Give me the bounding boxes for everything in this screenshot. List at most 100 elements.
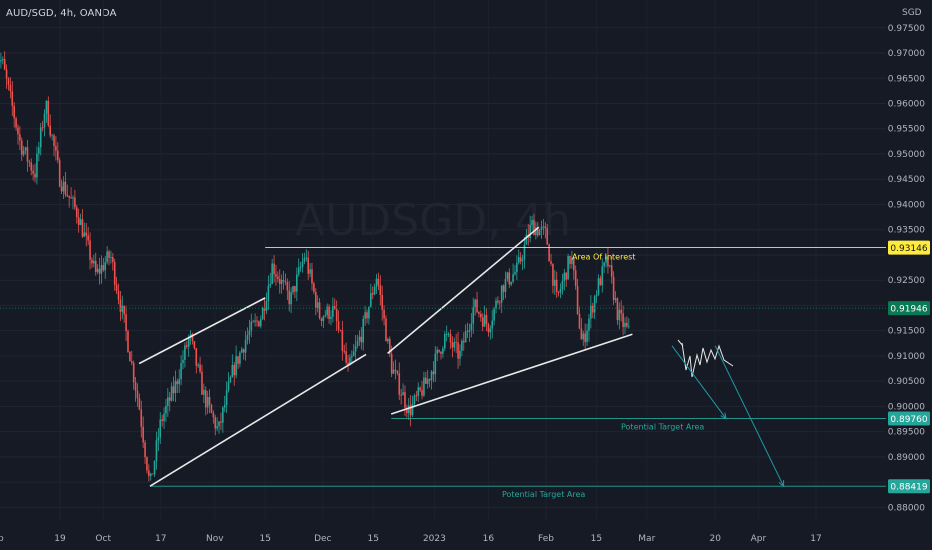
candle-body [178, 379, 181, 385]
candle-body [252, 321, 254, 323]
candle-body [392, 369, 395, 374]
candle-body [521, 259, 524, 262]
candle-body [64, 181, 67, 195]
candle-body [267, 285, 270, 302]
candle-body [85, 232, 88, 236]
candlesticks [0, 51, 630, 482]
candle-body [280, 279, 283, 284]
candle-body [163, 413, 165, 422]
candle-body [349, 357, 351, 366]
candle-body [396, 370, 399, 374]
candle-body [466, 331, 469, 332]
price-axis[interactable]: 0.97500 0.97000 0.96500 0.96000 0.95500 0.950… [888, 24, 930, 514]
candle-body [453, 342, 456, 348]
candle-body [3, 59, 6, 70]
candle-body [297, 267, 300, 275]
candle-body [593, 296, 596, 313]
candle-body [335, 308, 338, 322]
candle-body [364, 312, 366, 319]
candle-body [352, 351, 355, 357]
candle-body [563, 272, 566, 282]
candle-body [146, 457, 148, 471]
price-badge [888, 411, 930, 426]
candle-body [612, 276, 615, 301]
time-tick-label: 16 [483, 534, 495, 544]
candle-body [93, 260, 95, 264]
candle-body [360, 336, 363, 343]
candle-body [561, 281, 564, 290]
candle-body [432, 371, 435, 375]
candle-body [170, 386, 173, 401]
candle-body [481, 317, 484, 327]
candle-body [282, 279, 285, 282]
candle-body [605, 256, 607, 263]
candle-body [212, 412, 215, 418]
candle-body [210, 404, 213, 413]
candle-body [144, 442, 146, 458]
candle-body [32, 170, 34, 174]
time-tick-label: 15 [591, 534, 602, 544]
price-tick-label: 0.90000 [888, 402, 925, 412]
candle-body [250, 321, 253, 331]
candle-body [326, 306, 328, 316]
candle-body [487, 324, 490, 333]
candle-body [74, 197, 76, 208]
candle-body [462, 340, 465, 343]
candle-body [516, 262, 518, 273]
candle-body [366, 312, 368, 319]
candle-body [436, 349, 439, 354]
candle-body [292, 286, 294, 293]
candle-body [406, 407, 408, 414]
price-tick-label: 0.89500 [888, 428, 925, 438]
candle-body [206, 397, 209, 408]
projection-arrow [714, 345, 785, 487]
candle-body [379, 285, 382, 295]
candle-body [110, 257, 112, 258]
candle-body [263, 307, 266, 311]
candle-body [514, 272, 516, 275]
candle-body [303, 258, 306, 262]
candle-body [161, 419, 163, 422]
candle-body [138, 398, 141, 410]
candle-body [443, 333, 446, 349]
candle-body [94, 260, 97, 273]
candle-body [417, 387, 420, 396]
candle-body [544, 226, 547, 229]
candle-body [231, 364, 234, 378]
candle-body [278, 279, 281, 284]
candle-body [22, 150, 25, 155]
candle-body [20, 140, 23, 155]
candle-body [83, 232, 86, 237]
candle-body [256, 320, 258, 322]
candle-body [542, 226, 545, 228]
candle-body [525, 234, 528, 245]
candle-body [113, 262, 116, 285]
candle-body [13, 106, 15, 119]
time-axis[interactable]: Sep 19 Oct 17 Nov 15 Dec 15 2023 16 Feb 15 Mar 20 Apr 1… [0, 534, 822, 544]
candle-body [500, 285, 503, 303]
candle-body [440, 351, 442, 354]
candle-body [390, 354, 393, 374]
candle-body [538, 229, 541, 236]
candle-body [451, 342, 454, 348]
price-tick-label: 0.94500 [888, 175, 925, 185]
candle-body [277, 276, 279, 280]
candle-body [536, 227, 539, 236]
candle-body [548, 244, 550, 262]
candle-body [468, 329, 471, 332]
candle-body [576, 285, 579, 314]
price-tick-label: 0.95000 [888, 150, 925, 160]
candle-body [370, 293, 372, 307]
candle-body [180, 363, 182, 380]
symbol-watermark: AUDSGD, 4h [295, 195, 571, 246]
candle-body [313, 283, 315, 292]
candle-body [75, 207, 78, 218]
candle-body [415, 395, 418, 397]
candle-body [167, 397, 169, 406]
currency-label: SGD [902, 8, 922, 18]
level-label: Potential Target Area [502, 490, 585, 499]
candle-body [616, 298, 619, 321]
candle-body [195, 348, 198, 366]
trend-line [138, 297, 266, 365]
